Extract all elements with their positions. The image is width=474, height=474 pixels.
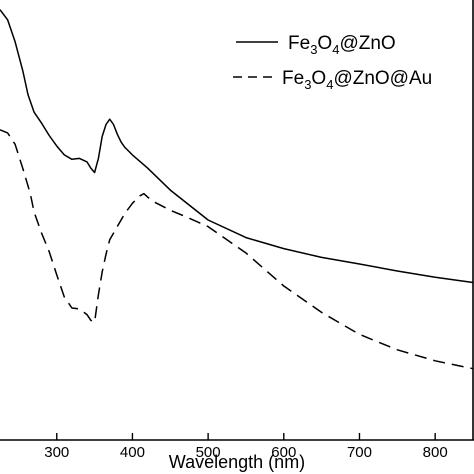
x-tick-label-700: 700 [347,444,372,461]
x-tick-label-300: 300 [44,444,69,461]
series-line-fe3o4-zno-au [0,129,474,370]
x-ticks [56,433,436,440]
series-group [0,9,474,370]
x-tick-label-400: 400 [120,444,145,461]
x-tick-label-500: 500 [196,444,221,461]
x-tick-labels: 300 400 500 600 700 800 [44,444,447,461]
legend: Fe3O4@ZnO Fe3O4@ZnO@Au [233,33,432,92]
legend-label-fe3o4-zno: Fe3O4@ZnO [288,33,396,57]
axes [0,0,474,441]
legend-label-fe3o4-zno-au: Fe3O4@ZnO@Au [282,68,432,92]
x-tick-label-600: 600 [271,444,296,461]
x-tick-label-800: 800 [423,444,448,461]
x-axis-title: Wavelength (nm) [169,452,305,472]
series-line-fe3o4-zno [0,9,474,284]
